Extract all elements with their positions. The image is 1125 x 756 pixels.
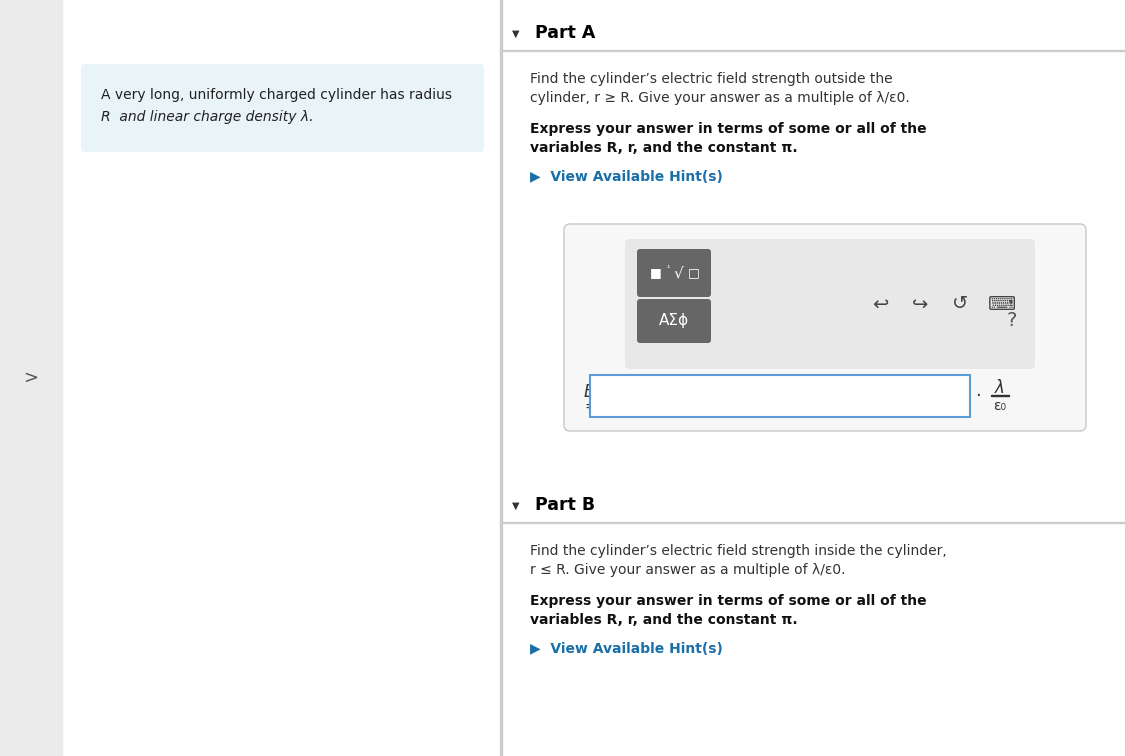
Text: ■: ■ bbox=[650, 267, 662, 280]
Text: ?: ? bbox=[1007, 311, 1017, 330]
Text: □: □ bbox=[688, 267, 700, 280]
Text: ▶  View Available Hint(s): ▶ View Available Hint(s) bbox=[530, 170, 723, 184]
Text: Express your answer in terms of some or all of the: Express your answer in terms of some or … bbox=[530, 122, 927, 136]
Text: ⌨: ⌨ bbox=[988, 295, 1016, 314]
Text: ▼: ▼ bbox=[512, 29, 520, 39]
Text: variables R, r, and the constant π.: variables R, r, and the constant π. bbox=[530, 613, 798, 627]
FancyBboxPatch shape bbox=[637, 299, 711, 343]
Text: Find the cylinder’s electric field strength inside the cylinder,: Find the cylinder’s electric field stren… bbox=[530, 544, 947, 558]
Text: variables R, r, and the constant π.: variables R, r, and the constant π. bbox=[530, 141, 798, 155]
Bar bbox=[500, 0, 502, 756]
Bar bbox=[0, 0, 62, 756]
Text: E: E bbox=[584, 383, 594, 401]
Text: R  and linear charge density λ.: R and linear charge density λ. bbox=[101, 110, 314, 124]
FancyBboxPatch shape bbox=[81, 64, 484, 152]
Text: ε₀: ε₀ bbox=[993, 399, 1007, 413]
Text: Find the cylinder’s electric field strength outside the: Find the cylinder’s electric field stren… bbox=[530, 72, 892, 86]
Bar bbox=[500, 522, 1125, 523]
Text: AΣϕ: AΣϕ bbox=[659, 314, 688, 329]
Text: Part B: Part B bbox=[536, 496, 595, 514]
FancyBboxPatch shape bbox=[626, 239, 1035, 369]
Bar bbox=[991, 395, 1009, 396]
Text: ·: · bbox=[975, 387, 981, 405]
Text: A very long, uniformly charged cylinder has radius: A very long, uniformly charged cylinder … bbox=[101, 88, 452, 102]
Text: r ≤ R. Give your answer as a multiple of λ/ε0.: r ≤ R. Give your answer as a multiple of… bbox=[530, 563, 846, 577]
Bar bbox=[500, 50, 1125, 51]
Text: ▶  View Available Hint(s): ▶ View Available Hint(s) bbox=[530, 642, 723, 656]
FancyBboxPatch shape bbox=[564, 224, 1086, 431]
Text: ↪: ↪ bbox=[911, 295, 928, 314]
Bar bbox=[590, 375, 970, 417]
Text: Part A: Part A bbox=[536, 24, 595, 42]
FancyBboxPatch shape bbox=[637, 249, 711, 297]
Text: >: > bbox=[24, 369, 38, 387]
Text: ¹: ¹ bbox=[666, 264, 669, 272]
Text: =: = bbox=[584, 399, 596, 414]
Text: Express your answer in terms of some or all of the: Express your answer in terms of some or … bbox=[530, 594, 927, 608]
Text: cylinder, r ≥ R. Give your answer as a multiple of λ/ε0.: cylinder, r ≥ R. Give your answer as a m… bbox=[530, 91, 910, 105]
Text: ▼: ▼ bbox=[512, 501, 520, 511]
Text: ↺: ↺ bbox=[952, 295, 969, 314]
Text: λ: λ bbox=[996, 379, 1005, 397]
Text: √: √ bbox=[674, 265, 684, 280]
Text: ↩: ↩ bbox=[872, 295, 889, 314]
